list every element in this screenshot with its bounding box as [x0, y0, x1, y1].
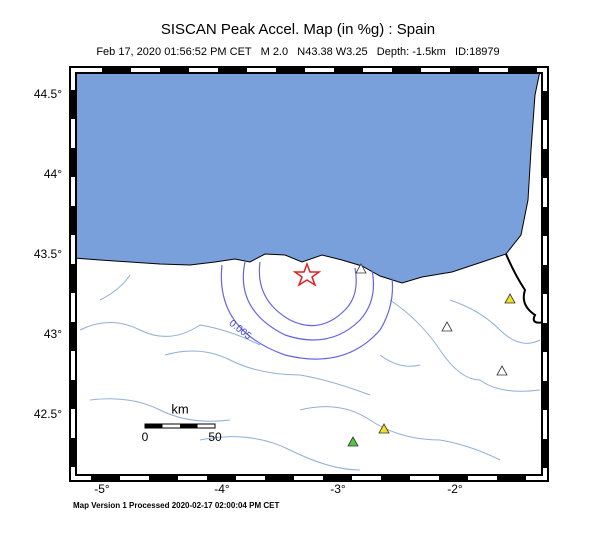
scale-bar: km 0 50: [142, 401, 222, 444]
rivers: [79, 274, 541, 471]
subtitle: Feb 17, 2020 01:56:52 PM CET M 2.0 N43.3…: [96, 46, 499, 58]
title: SISCAN Peak Accel. Map (in %g) : Spain: [161, 21, 435, 38]
lat-label: 42.5°: [34, 407, 62, 421]
scale-label: 0: [142, 430, 149, 444]
lon-label: -4°: [214, 482, 230, 496]
lon-label: -5°: [94, 482, 110, 496]
footer: Map Version 1 Processed 2020-02-17 02:00…: [73, 501, 279, 510]
lat-label: 44.5°: [34, 87, 62, 101]
lat-label: 43.5°: [34, 247, 62, 261]
lat-labels: 44.5° 44° 43.5° 43° 42.5°: [34, 87, 62, 421]
contours: [220, 261, 394, 360]
lon-label: -2°: [447, 482, 463, 496]
sea: [73, 70, 541, 284]
frame-dashes: [71, 68, 547, 480]
lat-label: 43°: [44, 327, 62, 341]
scale-unit: km: [171, 401, 188, 416]
scale-label: 50: [208, 430, 222, 444]
map: 0.005 km 0 50: [69, 66, 549, 482]
lon-label: -3°: [330, 482, 346, 496]
stations: [347, 263, 516, 447]
epicenter: [292, 261, 322, 287]
border: [505, 253, 546, 324]
lon-labels: -5° -4° -3° -2°: [94, 482, 463, 496]
lat-label: 44°: [44, 167, 62, 181]
